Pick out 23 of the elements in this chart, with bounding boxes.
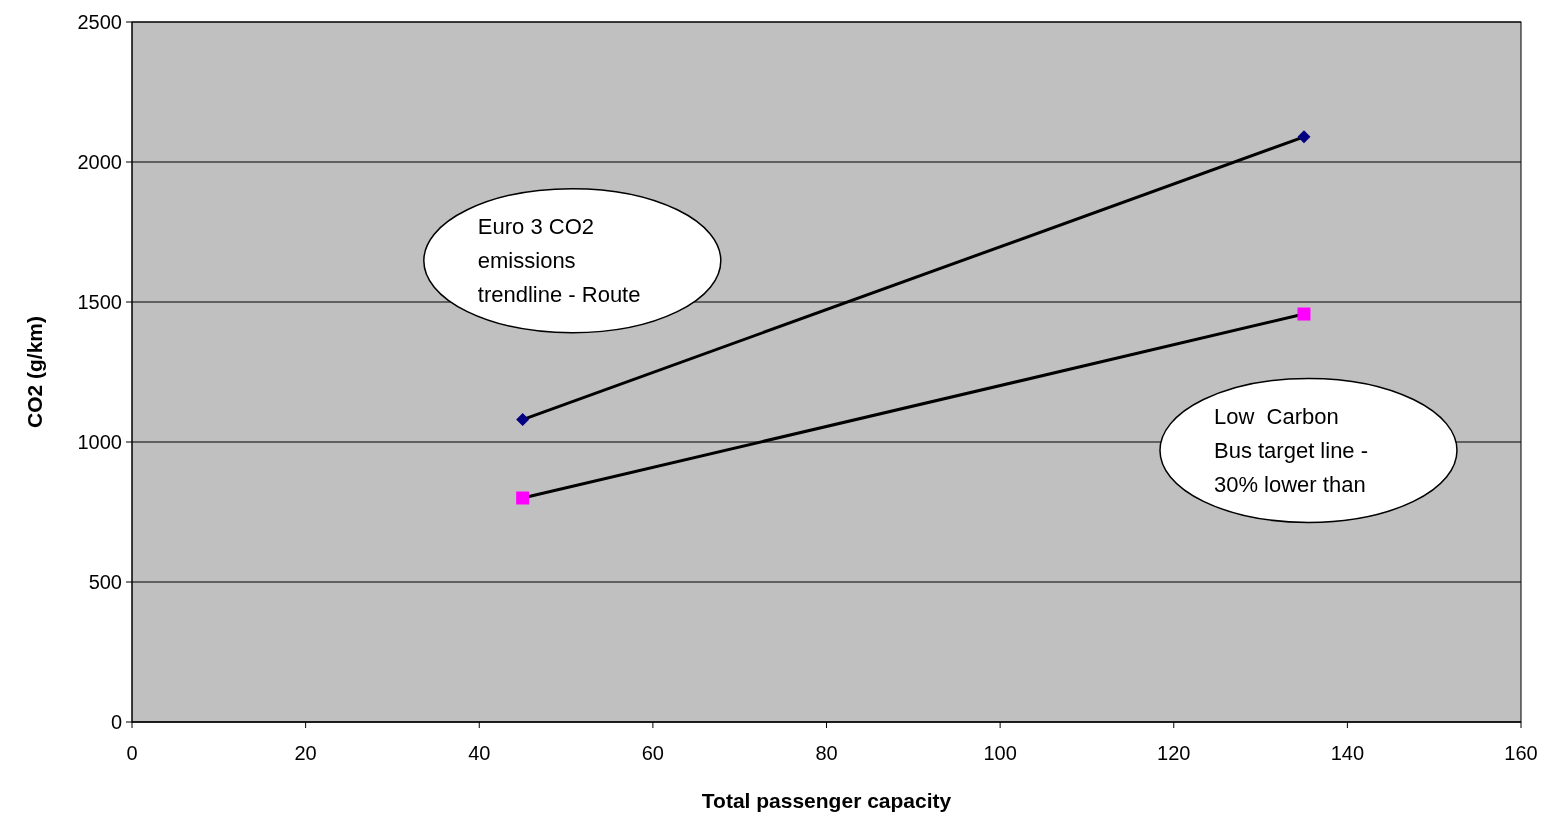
y-tick-label: 2000	[77, 151, 122, 173]
x-tick-label: 40	[468, 742, 491, 764]
x-tick-label: 60	[641, 742, 664, 764]
y-tick-label: 1500	[77, 291, 122, 313]
point	[1297, 130, 1311, 144]
y-tick-label: 2500	[77, 11, 122, 33]
point	[516, 491, 530, 505]
point	[1297, 307, 1311, 321]
x-tick-label: 160	[1504, 742, 1538, 764]
y-tick-label: 0	[110, 711, 122, 733]
x-axis-title: Total passenger capacity	[701, 789, 952, 812]
x-tick-label: 20	[294, 742, 317, 764]
annotation: Low Carbon Bus target line - 30% lower than	[1213, 404, 1369, 498]
x-tick-label: 0	[126, 742, 138, 764]
y-tick-label: 1000	[77, 431, 122, 453]
point	[516, 413, 530, 427]
y-axis-title: CO2 (g/km)	[23, 315, 46, 429]
x-tick-label: 120	[1157, 742, 1191, 764]
x-tick-label: 140	[1330, 742, 1365, 764]
x-tick-label: 100	[983, 742, 1017, 764]
x-tick-label: 80	[815, 742, 838, 764]
annotation: Euro 3 CO2 emissions trendline - Route	[477, 214, 641, 308]
y-tick-label: 500	[88, 571, 122, 593]
